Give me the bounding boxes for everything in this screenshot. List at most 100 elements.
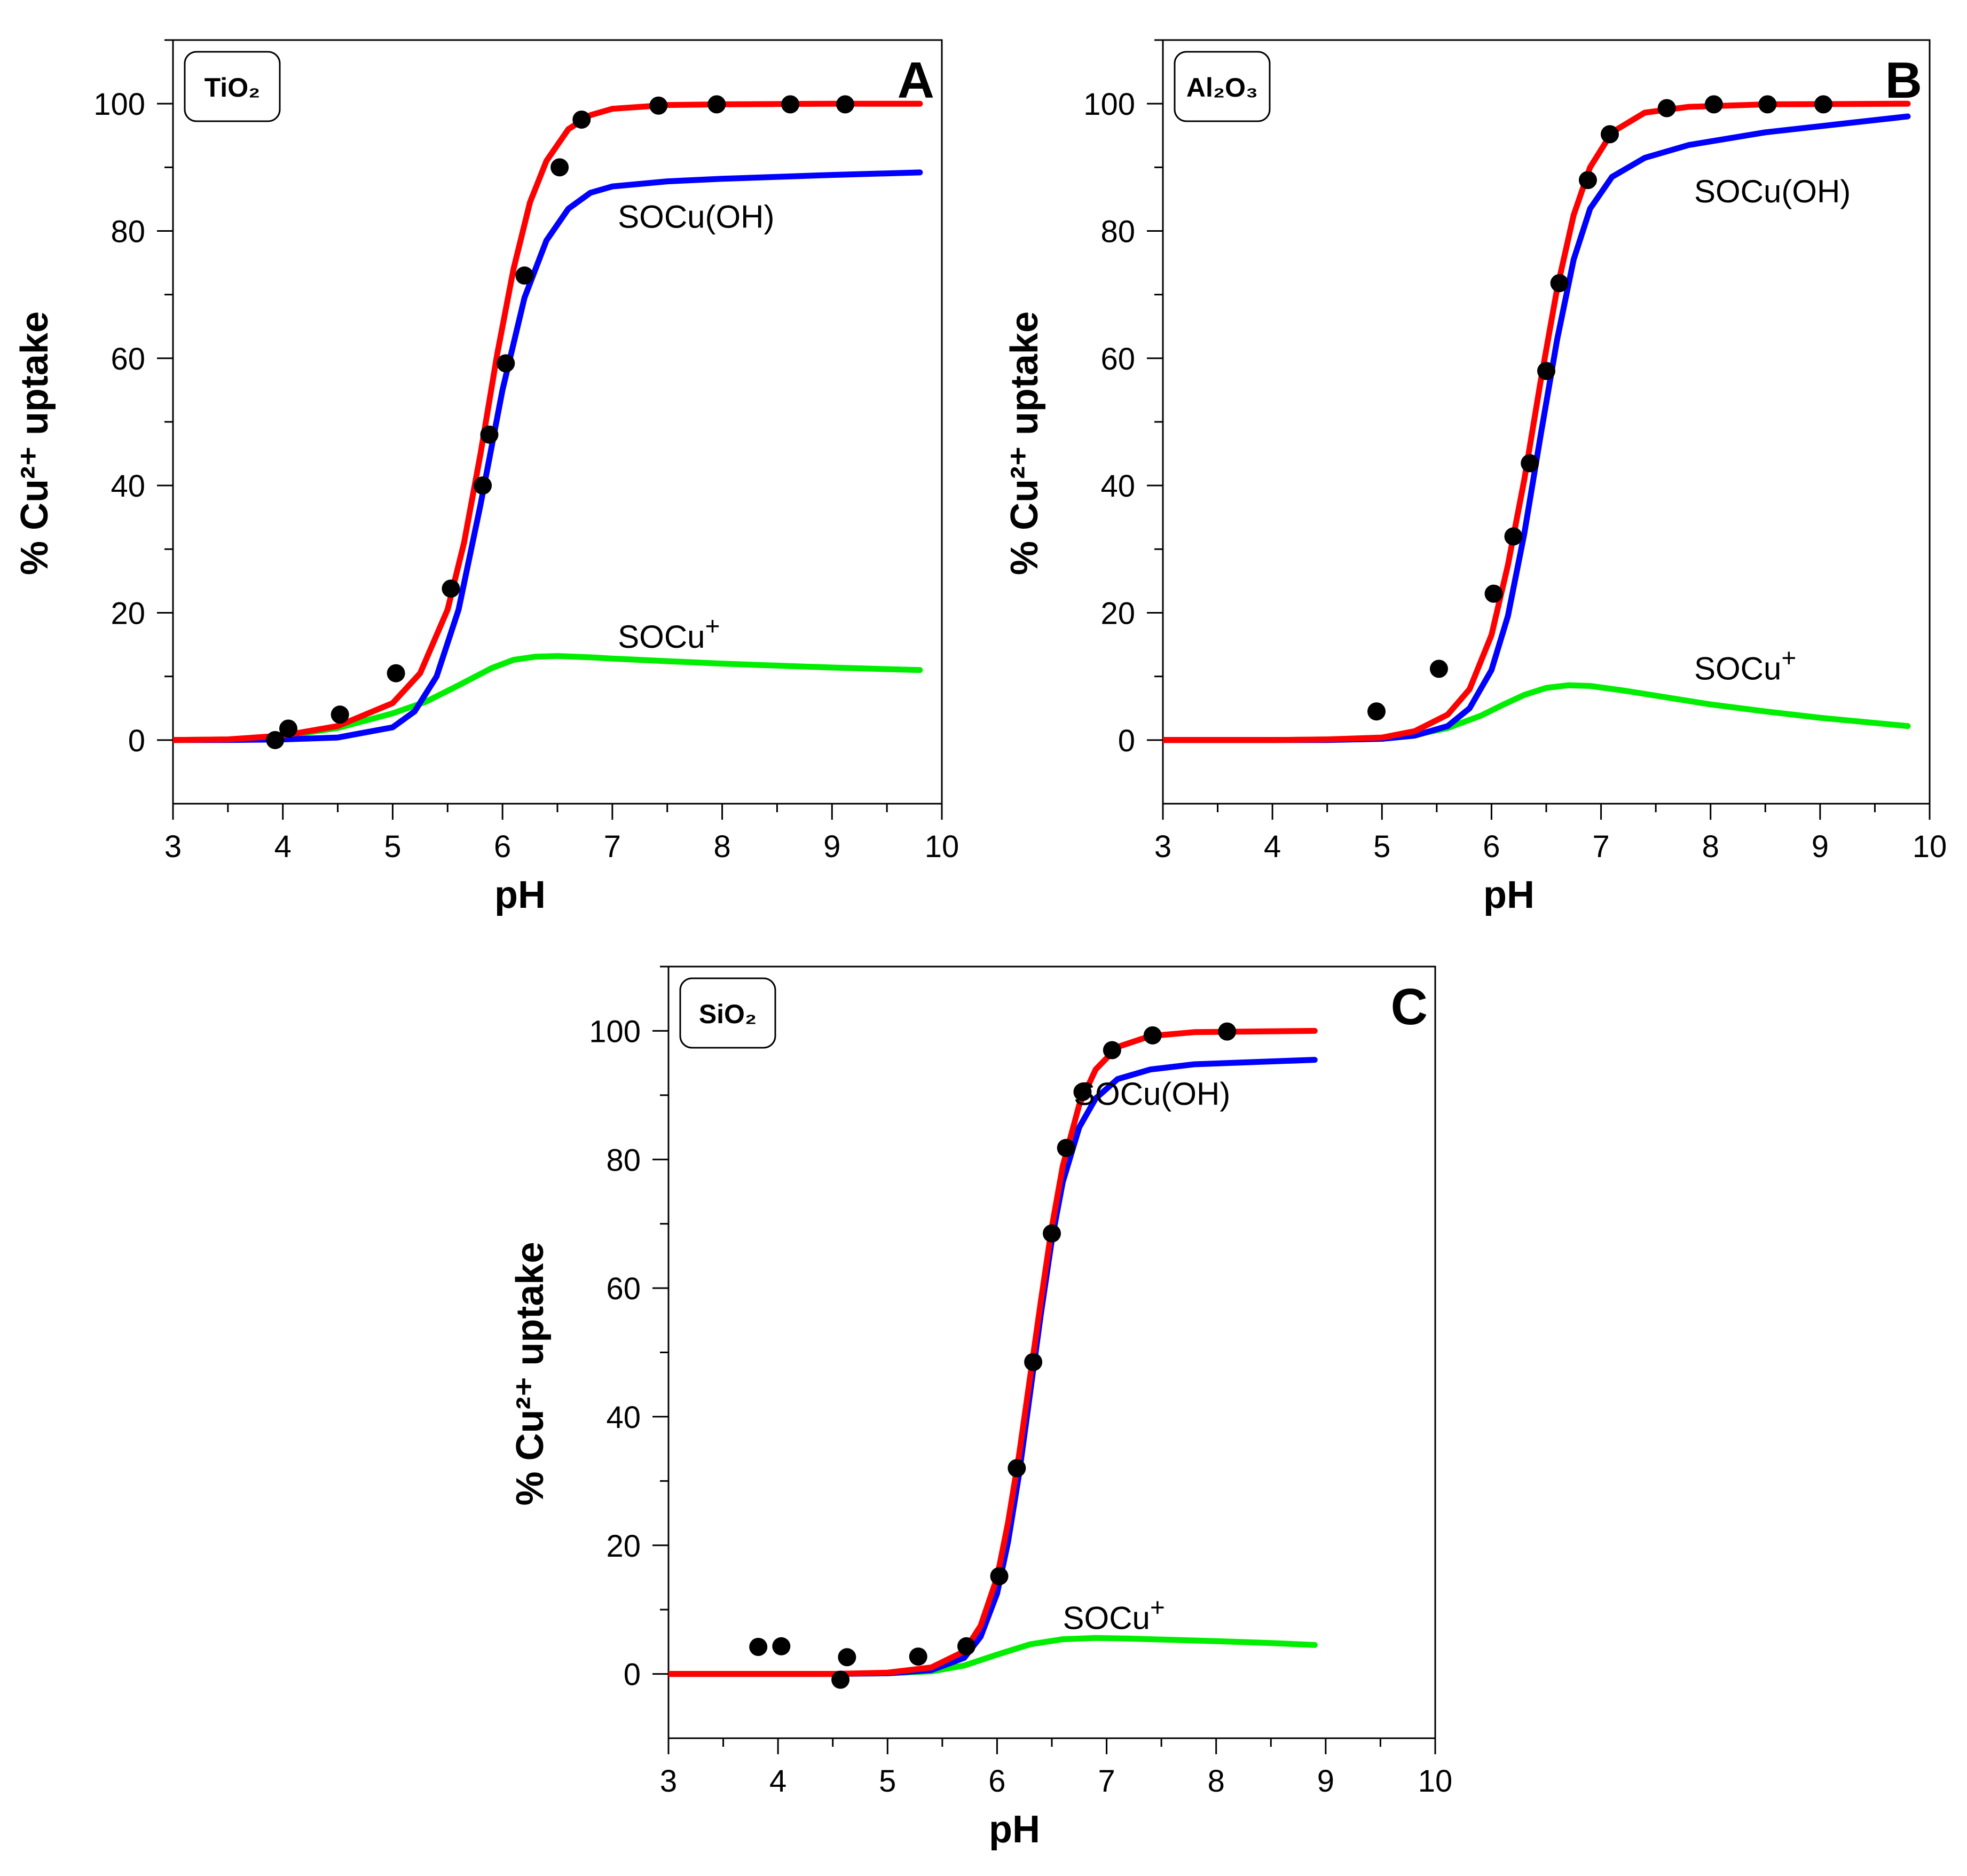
y-tick-label: 40 xyxy=(111,469,145,504)
data-point xyxy=(1484,584,1503,603)
label-socu-superscript: + xyxy=(1150,1594,1165,1622)
data-point xyxy=(1008,1459,1026,1478)
data-point xyxy=(1550,274,1569,293)
x-tick-label: 8 xyxy=(1702,829,1719,864)
label-socuoh: SOCu(OH) xyxy=(618,199,774,235)
x-tick-label: 9 xyxy=(1317,1764,1334,1799)
x-tick-label: 9 xyxy=(823,829,840,864)
y-axis-title: % Cu²⁺ uptake xyxy=(509,1242,552,1505)
y-axis-title: % Cu²⁺ uptake xyxy=(1003,311,1046,575)
data-point xyxy=(1057,1139,1075,1157)
x-tick-label: 8 xyxy=(713,829,730,864)
data-point xyxy=(909,1647,927,1666)
data-point xyxy=(474,476,492,495)
label-socu: SOCu+ xyxy=(618,613,720,655)
data-point xyxy=(515,266,534,285)
label-socuoh: SOCu(OH) xyxy=(1074,1076,1230,1112)
x-tick-label: 4 xyxy=(1264,829,1281,864)
data-point xyxy=(1103,1041,1121,1059)
data-point xyxy=(1043,1224,1061,1243)
data-point xyxy=(1429,660,1448,678)
x-tick-label: 5 xyxy=(384,829,401,864)
data-point xyxy=(1600,125,1619,144)
material-badge: SiO₂ xyxy=(679,977,776,1049)
x-tick-label: 10 xyxy=(1418,1764,1453,1799)
x-axis-title: pH xyxy=(989,1808,1040,1851)
plot-frame xyxy=(172,39,943,805)
x-tick-label: 8 xyxy=(1208,1764,1225,1799)
data-point xyxy=(781,95,800,114)
label-socu-text: SOCu xyxy=(1694,651,1781,687)
y-tick-label: 80 xyxy=(606,1143,641,1178)
curves-group xyxy=(173,100,923,743)
data-point xyxy=(331,705,349,724)
x-tick-label: 4 xyxy=(769,1764,786,1799)
y-tick-label: 80 xyxy=(1100,215,1135,249)
data-point xyxy=(838,1648,856,1667)
label-socu-text: SOCu xyxy=(1063,1600,1150,1636)
y-tick-label: 60 xyxy=(606,1271,641,1306)
x-tick-label: 5 xyxy=(1373,829,1390,864)
x-tick-label: 6 xyxy=(1483,829,1500,864)
x-tick-label: 10 xyxy=(925,829,959,864)
data-point xyxy=(649,96,668,115)
material-box xyxy=(184,51,281,122)
x-tick-label: 9 xyxy=(1812,829,1829,864)
data-point xyxy=(990,1567,1009,1585)
y-tick-label: 60 xyxy=(1100,342,1135,376)
y-tick-label: 40 xyxy=(606,1400,641,1435)
curve-total xyxy=(173,100,923,743)
x-axis-title: pH xyxy=(1483,874,1535,916)
x-tick-label: 7 xyxy=(1098,1764,1115,1799)
y-tick-label: 100 xyxy=(589,1014,641,1049)
data-point xyxy=(1504,527,1523,546)
material-label: Al₂O₃ xyxy=(1186,73,1258,103)
data-point xyxy=(279,719,297,738)
curve-socuoh xyxy=(668,1057,1318,1677)
y-tick-label: 100 xyxy=(1083,87,1135,122)
data-point xyxy=(497,354,515,373)
panel-letter: B xyxy=(1885,52,1922,109)
label-socu: SOCu+ xyxy=(1063,1594,1165,1636)
x-tick-label: 6 xyxy=(988,1764,1005,1799)
label-socu-text: SOCu xyxy=(618,619,705,655)
label-socu: SOCu+ xyxy=(1694,645,1796,687)
material-label: TiO₂ xyxy=(204,73,261,103)
x-tick-label: 10 xyxy=(1913,829,1947,864)
data-point xyxy=(772,1637,791,1655)
data-point xyxy=(831,1670,850,1689)
data-point xyxy=(1521,454,1539,473)
data-point xyxy=(1578,171,1597,190)
y-tick-label: 0 xyxy=(624,1658,641,1692)
x-tick-label: 4 xyxy=(274,829,292,864)
material-badge: TiO₂ xyxy=(184,51,281,122)
y-tick-label: 20 xyxy=(606,1529,641,1564)
data-point xyxy=(707,95,726,114)
y-tick-label: 0 xyxy=(128,724,145,758)
data-point xyxy=(550,158,569,177)
y-tick-label: 100 xyxy=(93,87,145,122)
material-label: SiO₂ xyxy=(699,999,757,1029)
x-tick-label: 5 xyxy=(879,1764,896,1799)
label-socu-superscript: + xyxy=(1781,645,1796,673)
curves-group xyxy=(1163,100,1911,743)
curve-total xyxy=(1163,100,1911,743)
data-point xyxy=(1704,95,1723,114)
x-tick-label: 3 xyxy=(1154,829,1171,864)
data-point xyxy=(1024,1353,1043,1371)
y-tick-label: 20 xyxy=(1100,596,1135,631)
curve-socu xyxy=(1163,682,1911,743)
x-tick-label: 7 xyxy=(1592,829,1609,864)
data-point xyxy=(266,731,285,749)
data-point xyxy=(1758,95,1777,114)
material-box xyxy=(679,977,776,1049)
x-tick-label: 3 xyxy=(164,829,182,864)
y-tick-label: 60 xyxy=(111,342,145,376)
y-tick-label: 40 xyxy=(1100,469,1135,504)
data-point xyxy=(1657,99,1676,117)
data-point xyxy=(387,664,405,682)
data-point xyxy=(1814,95,1833,114)
